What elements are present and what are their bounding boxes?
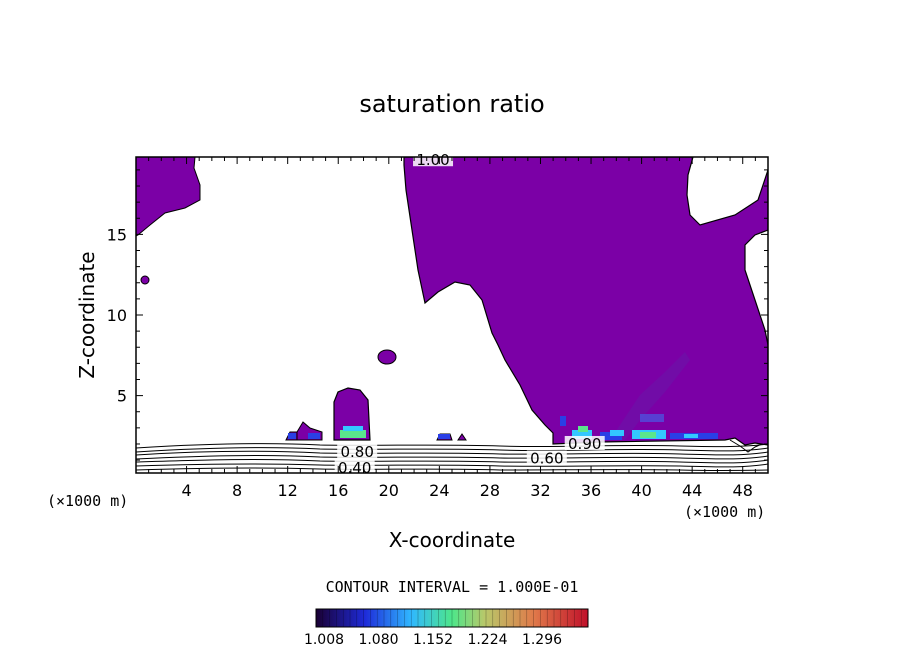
surface-contour-lines: [136, 439, 768, 471]
x-tick-label: 44: [682, 481, 702, 500]
highlight-green: [640, 432, 656, 438]
contour-fill-region: [403, 157, 768, 446]
x-tick-label: 4: [181, 481, 191, 500]
highlight-light-blue: [610, 430, 624, 436]
highlight-blue: [288, 433, 296, 439]
x-tick-label: 20: [379, 481, 399, 500]
y-tick-label: 5: [117, 387, 127, 406]
x-unit-label: (×1000 m): [47, 492, 128, 510]
colorbar-labels: 1.008 1.080 1.152 1.224 1.296: [304, 632, 562, 648]
highlight-green: [340, 430, 366, 438]
contour-fill-region: [140, 275, 150, 285]
contour-fill-region: [457, 433, 467, 441]
colorbar-divisions: [322, 609, 582, 627]
x-axis-label: X-coordinate: [389, 528, 516, 552]
highlight-blue: [560, 416, 566, 426]
contour-label: 0.40: [334, 459, 375, 477]
axis-ticks: [136, 157, 768, 473]
contour-label-bg: [334, 460, 375, 475]
contour-label-bg: [564, 435, 605, 450]
contour-label-text: 0.40: [338, 459, 371, 477]
colorbar-label: 1.296: [522, 632, 562, 648]
shaded-plume: [610, 352, 690, 440]
x-tick-label: 16: [328, 481, 348, 500]
contour-label-text: 1.00: [416, 151, 449, 169]
x-tick-label: 36: [581, 481, 601, 500]
highlight-blue: [640, 414, 664, 422]
contour-label-text: 0.80: [340, 443, 373, 461]
x-tick-label: 28: [480, 481, 500, 500]
contour-label: 0.60: [526, 449, 567, 467]
y-axis-label: Z-coordinate: [75, 251, 99, 378]
contour-fill-region: [377, 349, 397, 365]
contour-label-bg: [413, 152, 454, 167]
x-tick-label: 24: [429, 481, 449, 500]
y-tick-label: 15: [107, 225, 127, 244]
x-tick-label: 40: [631, 481, 651, 500]
contour-label: 1.00: [413, 151, 454, 169]
highlight-light-blue: [343, 426, 363, 431]
highlight-light-blue: [684, 434, 698, 438]
x-tick-label: 12: [278, 481, 298, 500]
x-tick-label: 48: [733, 481, 753, 500]
y-tick-label: 10: [107, 306, 127, 325]
filled-contours: [136, 157, 768, 471]
contour-label-bg: [526, 450, 567, 465]
contour-label-text: 0.90: [568, 435, 601, 453]
x-tick-label: 32: [530, 481, 550, 500]
colorbar-label: 1.080: [358, 632, 398, 648]
colorbar-label: 1.224: [467, 632, 507, 648]
x-unit-label-right: (×1000 m): [684, 503, 765, 521]
highlight-green: [578, 426, 588, 432]
colorbar-label: 1.008: [304, 632, 344, 648]
contour-label: 0.80: [337, 443, 378, 461]
contour-label-text: 0.60: [530, 449, 563, 467]
highlight-light-blue: [572, 430, 592, 439]
highlight-blue: [438, 434, 450, 439]
contour-fill-region: [136, 157, 201, 237]
y-tick-labels: 5 10 15: [107, 225, 127, 405]
highlight-blue: [308, 433, 320, 439]
x-tick-labels: 4 8 12 16 20 24 28 32 36 40 44 48: [181, 481, 752, 500]
contour-interval-text: CONTOUR INTERVAL = 1.000E-01: [326, 578, 579, 596]
chart-title: saturation ratio: [359, 90, 544, 118]
contour-label-bg: [337, 444, 378, 459]
contour-labels: 1.00 0.800.40 0.90 0.60: [334, 151, 605, 477]
contour-label: 0.90: [564, 435, 605, 453]
x-tick-label: 8: [232, 481, 242, 500]
colorbar-label: 1.152: [413, 632, 453, 648]
